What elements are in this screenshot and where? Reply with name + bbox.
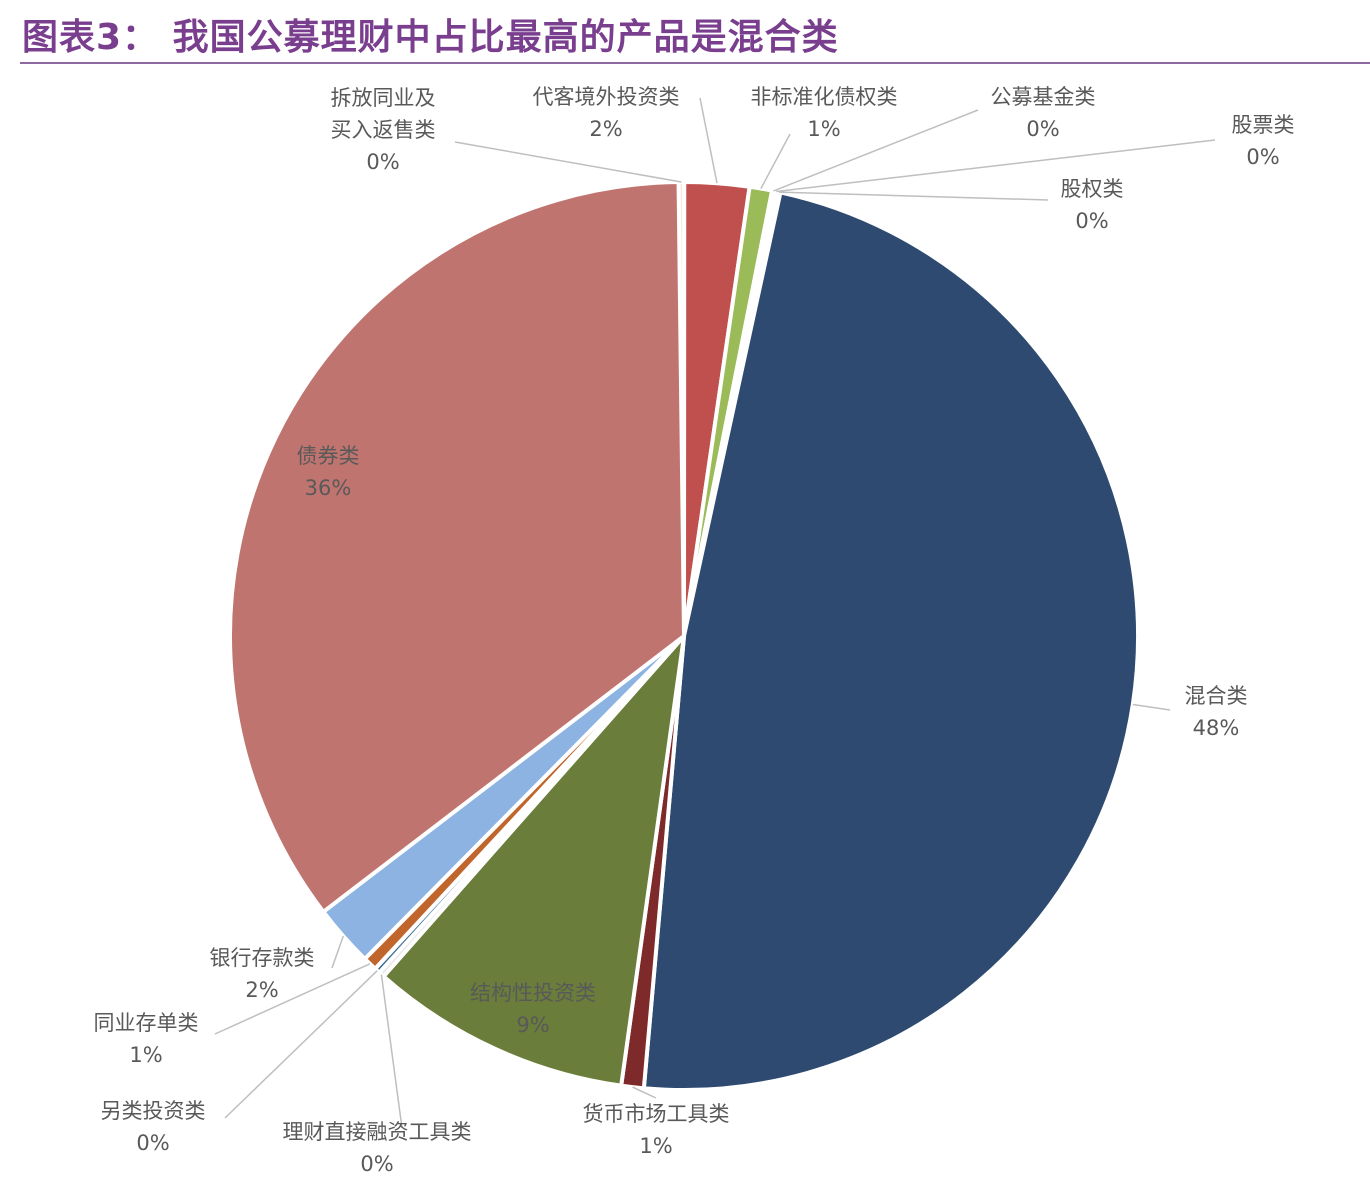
leader-lines	[214, 97, 1216, 1129]
slice-percent-label: 1%	[129, 1043, 162, 1067]
slice-percent-label: 0%	[1026, 117, 1059, 141]
slice-percent-label: 1%	[807, 117, 840, 141]
leader-line	[224, 970, 378, 1119]
slice-label: 代客境外投资类	[533, 85, 680, 109]
leader-line	[214, 963, 371, 1035]
slice-percent-label: 1%	[639, 1134, 672, 1158]
slice-percent-label: 48%	[1193, 716, 1240, 740]
leader-line	[632, 1086, 657, 1099]
slice-label: 买入返售类	[331, 118, 436, 142]
slice-label: 混合类	[1185, 684, 1248, 708]
slice-label: 公募基金类	[991, 85, 1096, 109]
leader-line	[779, 191, 1049, 201]
leader-line	[760, 133, 791, 189]
pie-slices	[228, 179, 1141, 1092]
slice-label: 债券类	[297, 444, 360, 468]
slice-percent-label: 9%	[516, 1013, 549, 1037]
slice-percent-label: 2%	[589, 117, 622, 141]
slice-label: 另类投资类	[101, 1099, 206, 1123]
leader-line	[776, 139, 1216, 193]
pie-slice	[381, 634, 686, 1088]
slice-percent-label: 0%	[366, 150, 399, 174]
slice-label: 同业存单类	[94, 1011, 199, 1035]
leader-line	[773, 109, 979, 192]
leader-line	[380, 974, 403, 1129]
slice-label: 非标准化债权类	[751, 85, 898, 109]
slice-label: 拆放同业及	[331, 86, 436, 110]
leader-line	[699, 97, 718, 184]
leader-line	[331, 935, 345, 969]
slice-percent-label: 0%	[1075, 209, 1108, 233]
title-divider	[20, 62, 1370, 64]
slice-label: 股票类	[1232, 113, 1295, 137]
slice-percent-label: 0%	[1246, 145, 1279, 169]
slice-percent-label: 0%	[360, 1152, 393, 1176]
slice-label: 理财直接融资工具类	[283, 1120, 472, 1144]
pie-slice	[228, 180, 686, 914]
slice-percent-label: 36%	[305, 476, 352, 500]
slice-label: 货币市场工具类	[583, 1102, 730, 1126]
slice-label: 股权类	[1061, 177, 1124, 201]
slice-label: 银行存款类	[210, 946, 315, 970]
figure-title: 图表3： 我国公募理财中占比最高的产品是混合类	[22, 17, 839, 58]
leader-line	[1132, 703, 1171, 711]
slice-label: 结构性投资类	[470, 981, 596, 1005]
slice-percent-label: 2%	[245, 978, 278, 1002]
leader-line	[454, 141, 682, 183]
slice-percent-label: 0%	[136, 1131, 169, 1155]
